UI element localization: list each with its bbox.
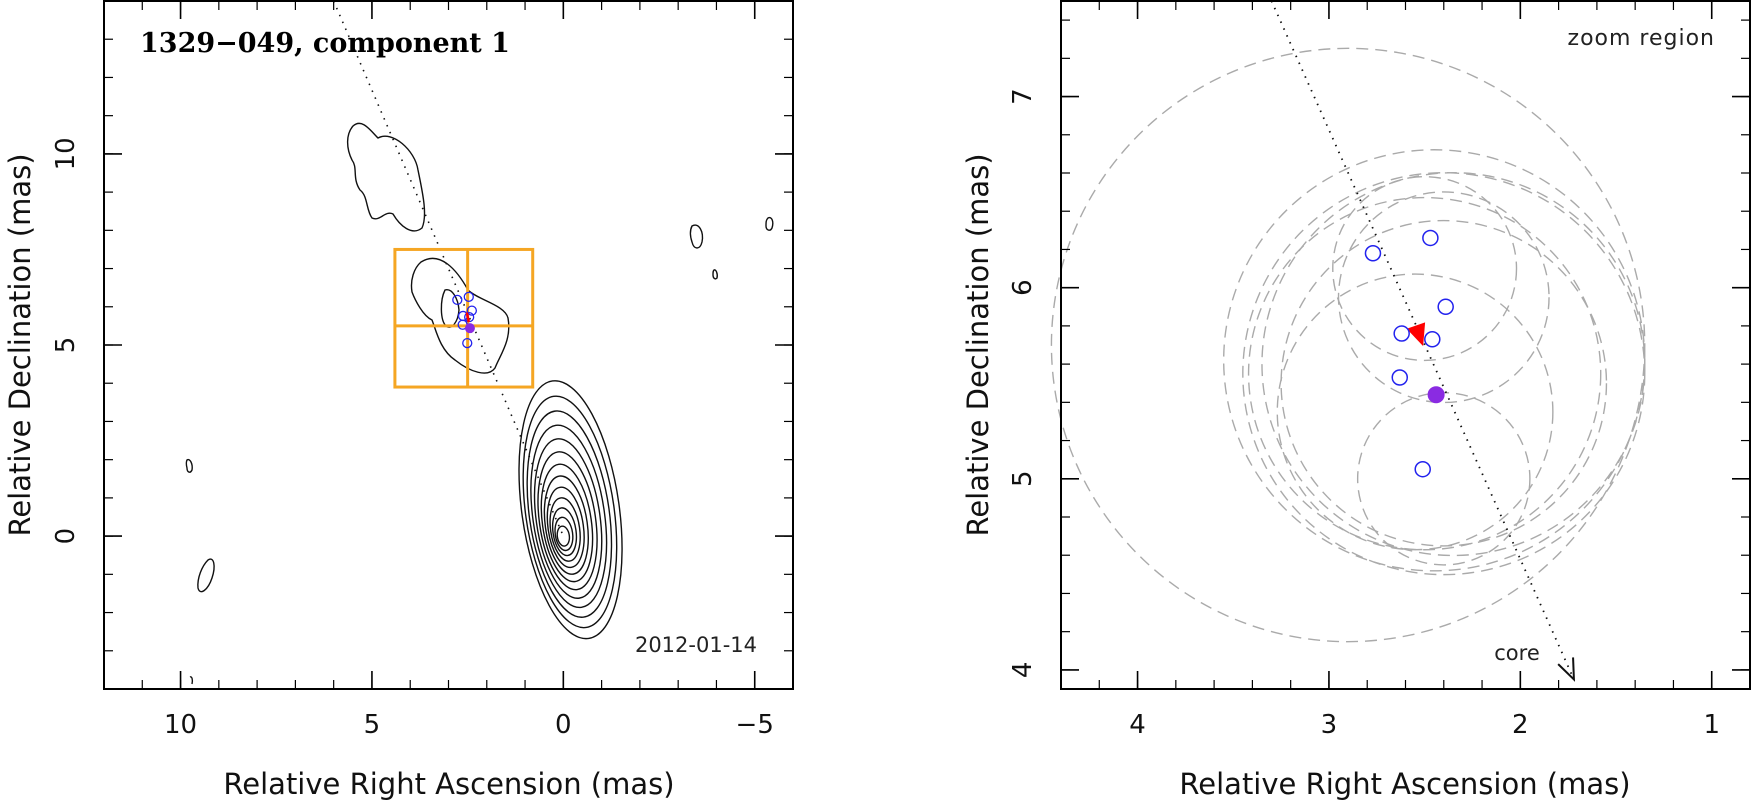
panel-title: 1329−049, component 1	[140, 28, 510, 59]
uncertainty-circle	[1332, 175, 1518, 362]
left-y-axis-title: Relative Declination (mas)	[3, 153, 37, 536]
uncertainty-circles	[1050, 47, 1646, 643]
right-x-axis-title: Relative Right Ascension (mas)	[1179, 767, 1630, 801]
x-tick-label: 10	[164, 710, 197, 740]
x-tick-label: 0	[555, 710, 572, 740]
core-contour	[554, 516, 574, 552]
panel-right-zoom: 4 3 2 1 4 5 6 7 zoom region core Relative Right…	[961, 0, 1751, 801]
open-marker	[1437, 298, 1454, 316]
core-arrowhead	[1557, 657, 1576, 682]
core-contour	[526, 410, 613, 618]
core-direction-arrow	[1270, 0, 1576, 682]
uncertainty-circle	[1280, 219, 1608, 547]
core-contour	[551, 507, 578, 557]
contour-jet-inner	[440, 289, 460, 328]
core-label: core	[1494, 641, 1540, 665]
contour-blob-5	[197, 558, 215, 593]
y-tick-label: 7	[1008, 88, 1038, 105]
core-contour	[543, 475, 589, 575]
open-marker	[1422, 229, 1439, 247]
core-contour	[533, 438, 603, 599]
core-contour	[546, 486, 585, 569]
x-tick-label: 5	[364, 710, 381, 740]
filled-marker	[464, 323, 475, 334]
left-frame	[103, 0, 794, 690]
left-markers	[452, 291, 477, 349]
contour-jet-upper	[346, 122, 426, 232]
right-y-axis-title: Relative Declination (mas)	[961, 153, 995, 536]
y-tick-label: 5	[1008, 471, 1038, 488]
contour-blob-6	[189, 676, 194, 685]
core-contour	[556, 525, 571, 547]
uncertainty-circle	[1356, 391, 1531, 566]
core-contour	[518, 380, 623, 640]
open-marker	[1364, 245, 1382, 262]
x-tick-label: −5	[736, 710, 774, 740]
left-x-axis-title: Relative Right Ascension (mas)	[223, 767, 674, 801]
core-contour	[540, 463, 594, 583]
uncertainty-circle	[1261, 172, 1646, 557]
right-axes: 4 3 2 1 4 5 6 7	[1008, 1, 1751, 740]
jet-direction-line	[332, 0, 565, 537]
contour-blob-4	[185, 458, 193, 473]
x-tick-label: 4	[1129, 710, 1146, 740]
uncertainty-circle	[1247, 196, 1602, 551]
x-tick-label: 1	[1703, 710, 1720, 740]
uncertainty-circle	[1337, 191, 1550, 404]
core-contour	[549, 497, 581, 562]
contour-blob-1	[689, 224, 704, 249]
open-marker	[452, 294, 463, 306]
open-marker	[1393, 325, 1410, 342]
panel-left-contour-map: 10 5 0 −5 0 5 10 1329−049, component 1 2012-01…	[3, 0, 794, 801]
core-contour	[537, 451, 598, 591]
core-contour	[522, 395, 618, 629]
uncertainty-circle	[1050, 47, 1646, 643]
contour-blob-3	[712, 269, 718, 280]
y-tick-label: 0	[51, 528, 81, 545]
open-marker	[1414, 460, 1431, 478]
zoom-region-label: zoom region	[1568, 26, 1715, 51]
x-tick-label: 2	[1512, 710, 1529, 740]
mean-motion-arrow-small	[465, 312, 471, 323]
open-marker	[1391, 369, 1409, 386]
contour-blob-2	[765, 216, 774, 231]
core-contour	[530, 424, 608, 609]
zoom-box-rect	[393, 247, 535, 389]
open-marker	[466, 305, 477, 316]
x-tick-label: 3	[1321, 710, 1338, 740]
open-marker	[463, 291, 474, 302]
uncertainty-circle	[1276, 273, 1554, 551]
y-tick-label: 10	[51, 137, 81, 170]
y-tick-label: 6	[1008, 279, 1038, 296]
y-tick-label: 5	[51, 337, 81, 354]
contour-jet-outer	[410, 257, 510, 374]
filled-marker	[1427, 386, 1445, 404]
open-marker	[1424, 331, 1441, 348]
core-contours	[518, 380, 623, 640]
uncertainty-circle	[1242, 172, 1646, 576]
mean-motion-arrow	[1406, 322, 1426, 347]
right-markers	[1364, 229, 1454, 478]
left-axes: 10 5 0 −5 0 5 10	[51, 0, 794, 740]
open-marker	[462, 337, 473, 349]
y-tick-label: 4	[1008, 662, 1038, 679]
contour-lines	[185, 122, 774, 685]
right-frame	[1060, 0, 1751, 690]
mean-motion-arrowhead	[1406, 322, 1426, 347]
date-label: 2012-01-14	[635, 633, 757, 657]
